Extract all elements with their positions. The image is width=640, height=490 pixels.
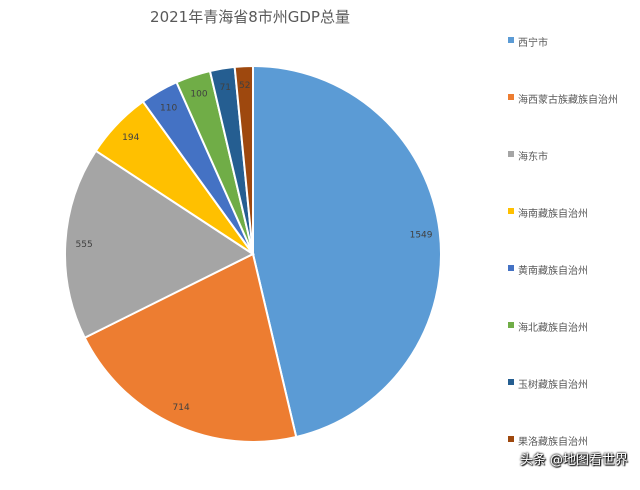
legend-label: 海南藏族自治州 [518, 209, 588, 220]
data-label: 555 [76, 240, 93, 250]
legend-swatch [508, 151, 514, 157]
legend-swatch [508, 208, 514, 214]
legend-item: 黄南藏族自治州 [508, 262, 638, 319]
pie-slice [233, 64, 254, 255]
legend-item: 海北藏族自治州 [508, 319, 638, 376]
legend-item: 海南藏族自治州 [508, 205, 638, 262]
legend-label: 果洛藏族自治州 [518, 437, 588, 448]
pie-chart: 1549 714 555 194 110 100 71 52 [64, 64, 442, 443]
legend-item: 海西蒙古族藏族自治州 [508, 91, 638, 148]
data-label: 1549 [410, 230, 433, 240]
legend-swatch [508, 265, 514, 271]
legend-swatch [508, 379, 514, 385]
legend-item: 果洛藏族自治州 [508, 433, 638, 490]
data-label: 100 [190, 90, 207, 100]
legend-label: 海东市 [518, 152, 548, 163]
data-label: 194 [122, 133, 139, 143]
legend-item: 海东市 [508, 148, 638, 205]
watermark: 头条 @地图看世界 [519, 453, 628, 468]
data-label: 52 [239, 81, 250, 91]
legend-swatch [508, 37, 514, 43]
legend-swatch [508, 322, 514, 328]
legend-label: 海北藏族自治州 [518, 323, 588, 334]
chart-title: 2021年青海省8市州GDP总量 [150, 8, 350, 26]
pie-slice [64, 149, 256, 340]
legend-label: 玉树藏族自治州 [518, 380, 588, 391]
chart-legend: 西宁市海西蒙古族藏族自治州 海东市海南藏族自治州 黄南藏族自治州 海北藏族自治州 玉树藏… [508, 34, 638, 490]
legend-item: 玉树藏族自治州 [508, 376, 638, 433]
data-label: 714 [173, 403, 190, 413]
legend-label: 海西蒙古族藏族自治州 [518, 95, 618, 106]
legend-label: 西宁市 [518, 38, 548, 49]
pie-slice [252, 64, 442, 439]
pie-slice [83, 252, 298, 443]
legend-item: 西宁市 [508, 34, 638, 91]
chart-container: 2021年青海省8市州GDP总量 1549 714 555 194 110 100 71 52… [64, 8, 628, 468]
data-label: 71 [220, 83, 231, 93]
legend-swatch [508, 94, 514, 100]
legend-label: 黄南藏族自治州 [518, 266, 588, 277]
legend-swatch [508, 436, 514, 442]
data-label: 110 [160, 103, 177, 113]
